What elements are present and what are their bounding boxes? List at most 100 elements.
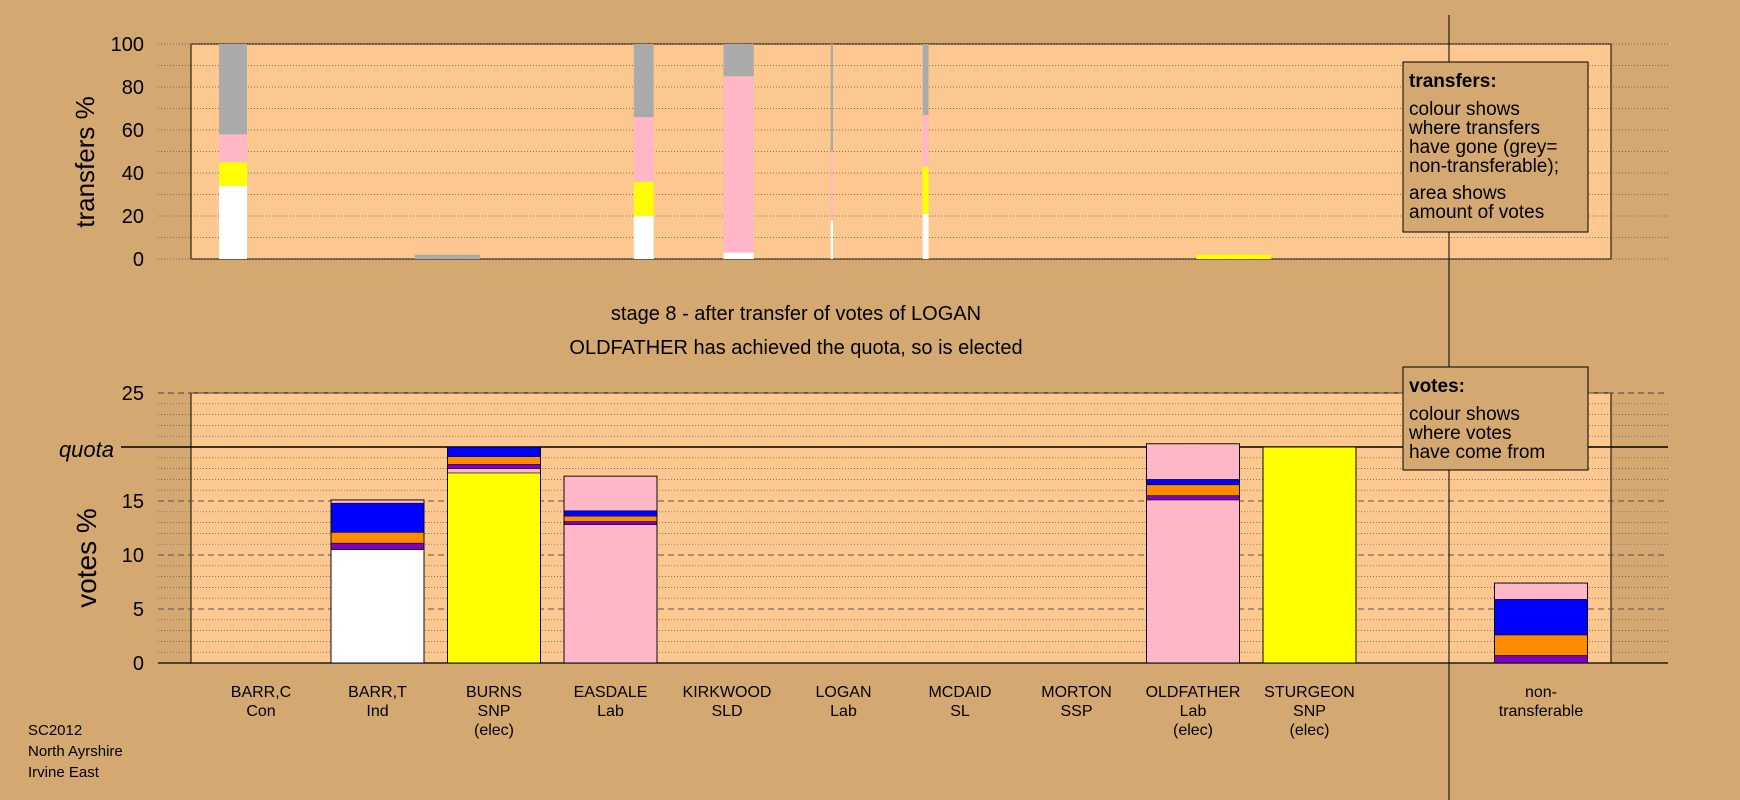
transfers-bar-segment [922,44,929,115]
votes-tick-label: 0 [133,653,144,675]
transfers-legend-line: amount of votes [1409,202,1544,223]
votes-bar-segment [1146,443,1240,480]
candidate-label: transferable [1499,703,1584,720]
votes-panel: 0 5 10 15 25 BARR,C Con BARR,T Ind BURNS SNP (elec… [59,383,1668,739]
transfers-legend-line: where transfers [1408,118,1540,139]
footer: SC2012 North Ayrshire Irvine East [28,722,123,781]
transfers-bar-segment [219,185,248,259]
candidate-label: LOGAN [815,684,871,701]
candidate-label: Lab [1180,703,1207,720]
votes-bar-segment [1494,599,1588,636]
transfers-legend-box [1402,61,1589,233]
chart-subtitle: OLDFATHER has achieved the quota, so is … [569,337,1022,359]
chart-title: stage 8 - after transfer of votes of LOG… [611,303,981,325]
candidate-label: Con [246,703,275,720]
votes-bar-segment [330,502,425,533]
transfers-bar-segment [219,134,248,163]
votes-bar-segment [330,532,425,544]
footer-line: SC2012 [28,722,82,739]
votes-bar-segment [1146,479,1240,486]
votes-bar-segment [1494,634,1588,656]
candidate-label: Lab [597,703,624,720]
votes-bar-outline [1262,446,1357,664]
transfers-panel: 0 20 40 60 80 100 transfers % [70,34,1668,271]
transfers-bar-segment [633,181,654,216]
transfers-bar-segment [1196,254,1272,259]
votes-bar-segment [563,524,658,664]
votes-legend-box [1402,366,1589,471]
votes-legend-line: have come from [1409,442,1545,463]
transfers-plot-area [190,43,1612,260]
transfers-bar-segment [633,117,654,182]
candidate-label: MCDAID [928,684,991,701]
candidate-label: (elec) [474,722,514,739]
votes-bar-segment [330,499,425,504]
candidate-label: (elec) [1289,722,1329,739]
votes-bar-segment [447,456,541,465]
votes-y-axis-label: votes % [71,508,102,608]
votes-bar-segment [563,515,658,522]
candidate-label: KIRKWOOD [683,684,772,701]
votes-plot-area [190,392,1612,664]
votes-tick-labels: 0 5 10 15 25 [122,383,144,675]
votes-tick-label: 25 [122,383,144,405]
transfers-bar-segment [723,252,754,259]
transfers-bar-segment [922,114,929,167]
quota-label: quota [59,437,114,462]
transfers-bar-segment [830,151,834,221]
transfers-tick-label: 40 [122,163,144,185]
candidate-label: EASDALE [574,684,648,701]
candidate-label: BURNS [466,684,522,701]
votes-bar-segment [1146,495,1240,501]
transfers-tick-labels: 0 20 40 60 80 100 [111,34,144,271]
votes-bar-segment [563,510,658,517]
votes-bar-outline [1494,582,1588,664]
votes-bar-outline [330,499,425,664]
votes-bar-segment [330,542,425,550]
votes-bar-segment [1494,655,1588,664]
candidate-label: BARR,T [348,684,407,701]
transfers-tick-label: 60 [122,120,144,142]
votes-bar-segment [330,549,425,664]
votes-tick-label: 10 [122,545,144,567]
votes-bar-outline [563,475,658,664]
candidate-label: (elec) [1173,722,1213,739]
votes-bar-segment [1494,582,1588,600]
transfers-bar-segment [633,216,654,259]
candidate-label: STURGEON [1264,684,1355,701]
votes-legend: votes: colour shows where votes have com… [1402,366,1589,471]
votes-legend-heading: votes: [1409,376,1465,397]
transfers-tick-label: 20 [122,206,144,228]
votes-bar-outline [447,446,541,664]
transfers-legend-line: non-transferable); [1409,156,1559,177]
transfers-bar-segment [830,220,834,259]
votes-bar-segment [447,468,541,474]
candidate-label: OLDFATHER [1146,684,1241,701]
transfers-bar-segment [830,44,834,152]
votes-bar-segment [447,472,541,664]
transfers-legend-heading: transfers: [1409,71,1497,92]
votes-bar-segment [447,464,541,469]
transfers-bars [219,44,1272,259]
candidate-label: SLD [711,703,742,720]
candidate-label: SSP [1060,703,1092,720]
transfers-bar-segment [219,44,248,135]
votes-category-labels: BARR,C Con BARR,T Ind BURNS SNP (elec) EASDALE L… [231,684,1584,739]
votes-tick-label: 5 [133,599,144,621]
transfers-bar-segment [922,166,929,214]
transfers-bar-segment [633,44,654,118]
votes-legend-line: where votes [1408,423,1511,444]
transfers-legend: transfers: colour shows where transfers … [1402,61,1589,233]
candidate-label: SNP [478,703,511,720]
votes-bar-segment [447,446,541,457]
transfers-bar-segment [414,254,481,259]
votes-bar-segment [1262,446,1357,664]
votes-bars [330,443,1588,664]
candidate-label: SL [950,703,970,720]
votes-bar-segment [563,521,658,526]
candidate-label: SNP [1293,703,1326,720]
transfers-tick-label: 100 [111,34,144,56]
candidate-label: Ind [366,703,388,720]
transfers-bar-segment [723,76,754,253]
votes-legend-line: colour shows [1409,404,1520,425]
